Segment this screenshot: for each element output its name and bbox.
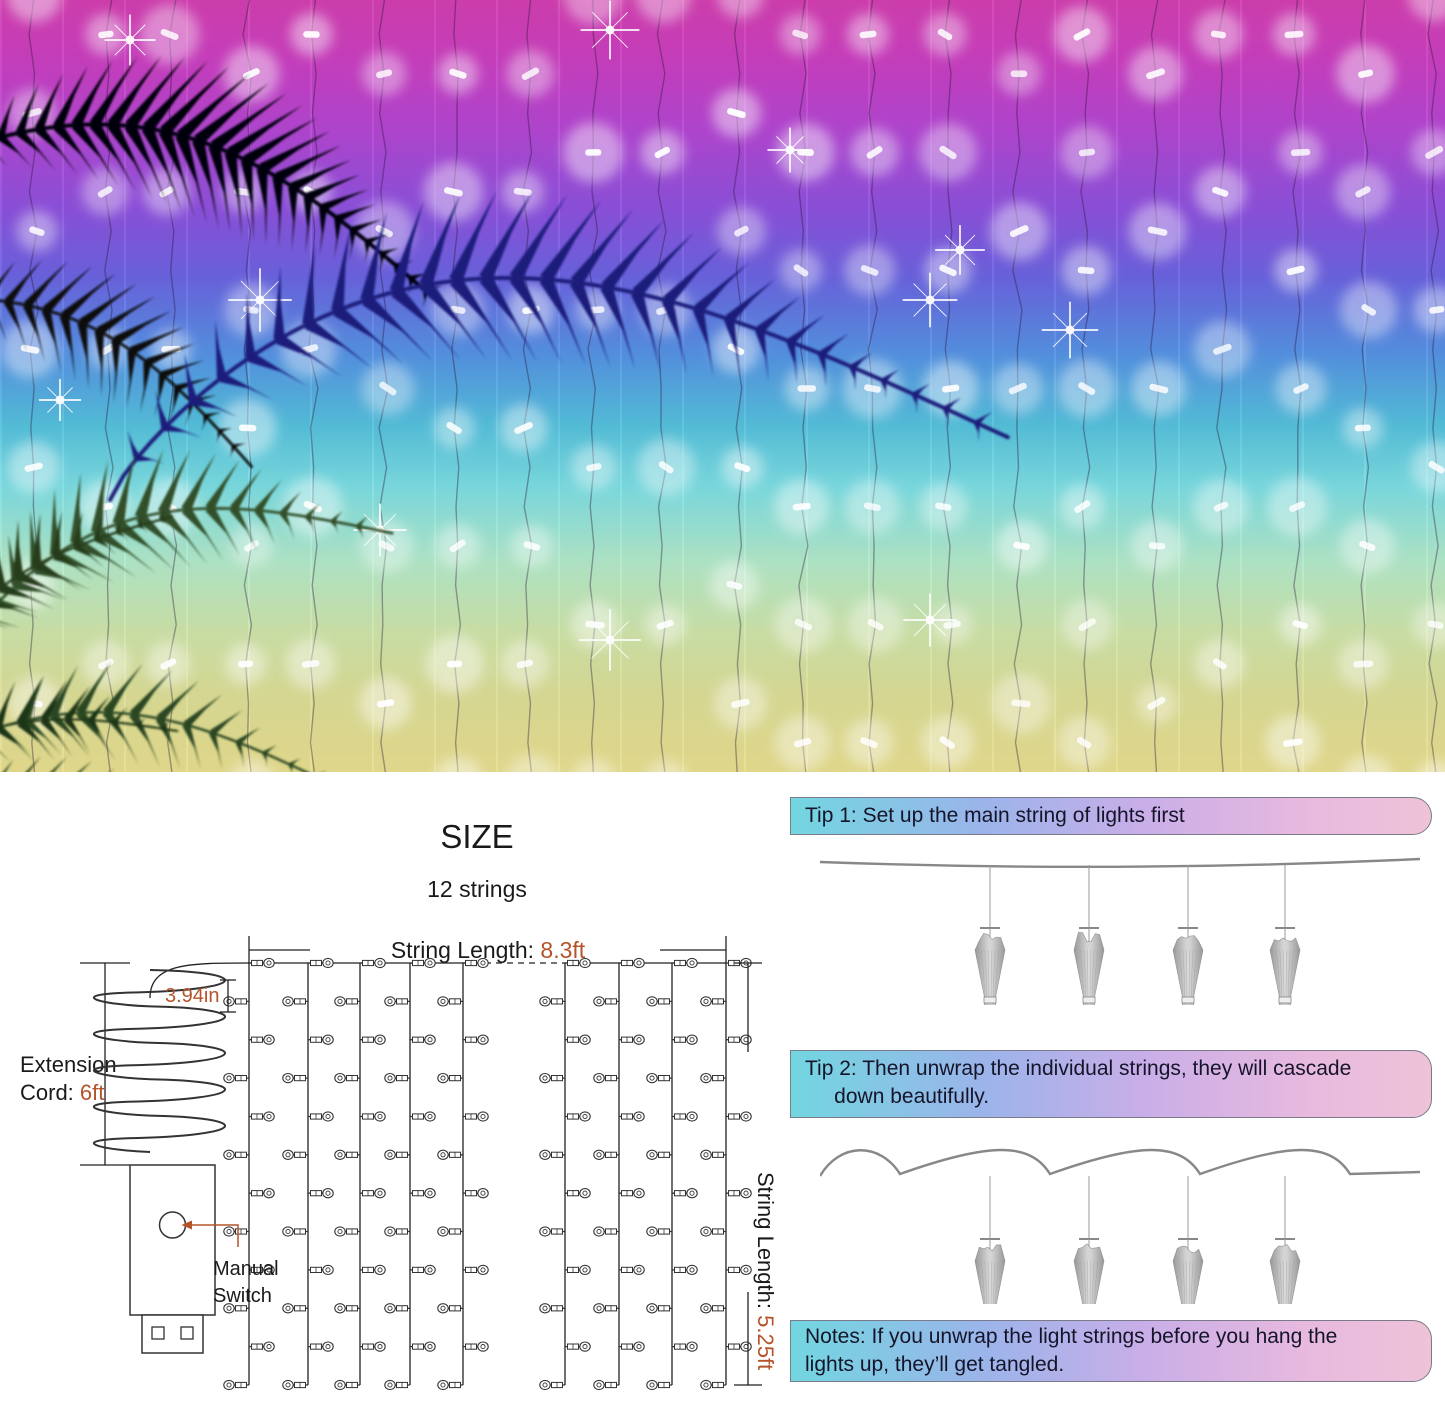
svg-text:String Length: 5.25ft: String Length: 5.25ft xyxy=(753,1172,778,1370)
svg-text:String Length: 8.3ft: String Length: 8.3ft xyxy=(391,937,586,963)
svg-text:3.94in: 3.94in xyxy=(165,985,220,1007)
svg-text:SIZE: SIZE xyxy=(440,818,513,855)
svg-text:12 strings: 12 strings xyxy=(427,876,527,902)
